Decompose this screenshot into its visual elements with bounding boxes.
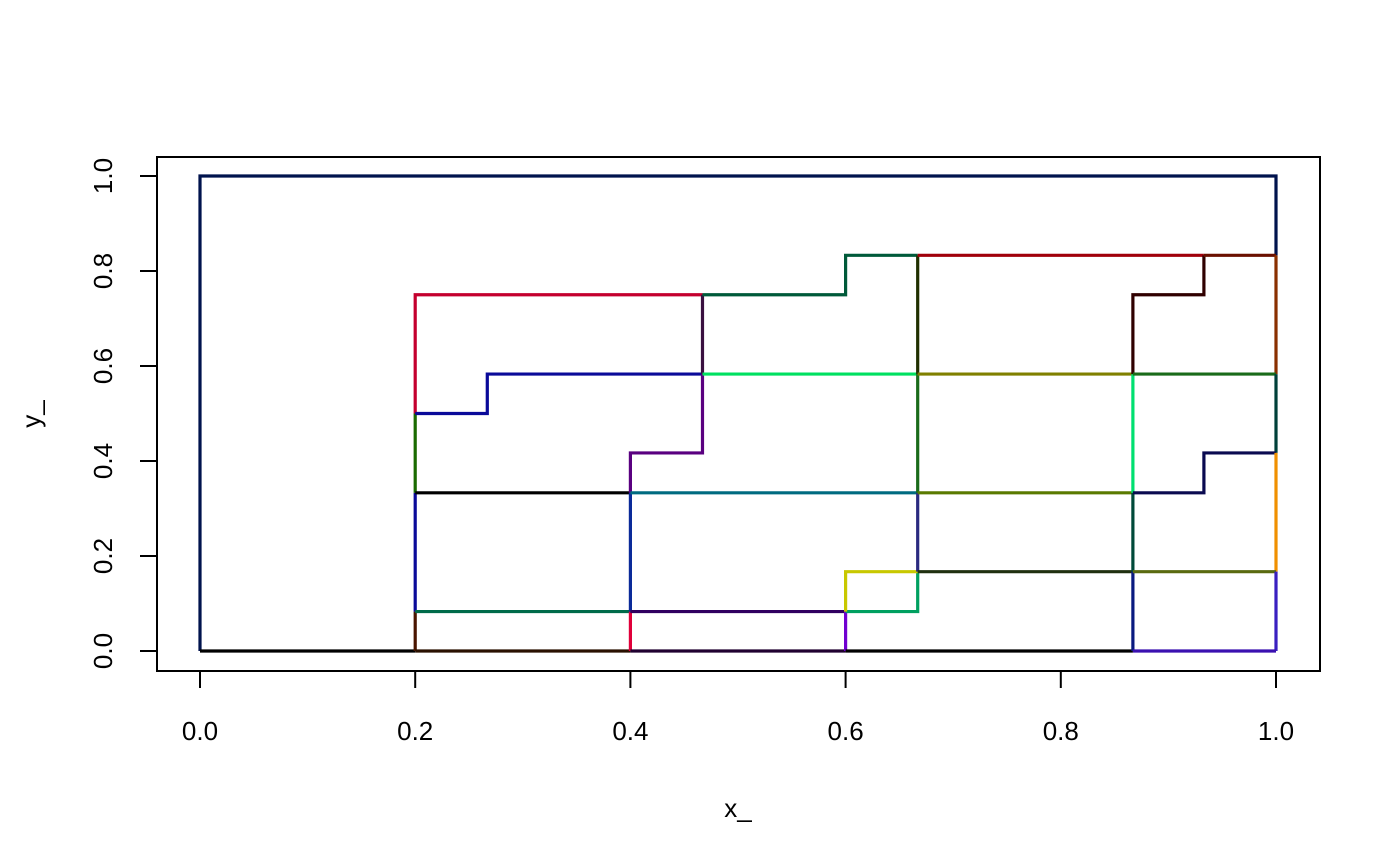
series-lines	[198, 174, 1278, 653]
y-axis-title: y_	[16, 400, 46, 428]
x-tick-label: 1.0	[1258, 716, 1294, 746]
x-tick-label: 0.4	[612, 716, 648, 746]
y-tick-label: 1.0	[88, 158, 118, 194]
y-tick-label: 0.4	[88, 443, 118, 479]
series-segment-22	[843, 570, 918, 612]
series-segment-1	[198, 174, 1278, 651]
plot-frame	[156, 156, 1321, 672]
series-segment-34	[1131, 255, 1206, 375]
series-segment-6	[413, 293, 703, 414]
x-tick-label: 0.6	[828, 716, 864, 746]
x-axis-title: x_	[724, 793, 752, 823]
x-axis: 0.0 0.2 0.4 0.6 0.8 1.0	[182, 670, 1294, 746]
y-tick-label: 0.0	[88, 633, 118, 669]
series-segment-7	[415, 372, 703, 416]
y-tick-label: 0.8	[88, 253, 118, 289]
x-tick-label: 0.8	[1043, 716, 1079, 746]
y-tick-label: 0.2	[88, 538, 118, 574]
x-tick-label: 0.0	[182, 716, 218, 746]
series-segment-21	[845, 571, 920, 614]
y-tick-label: 0.6	[88, 348, 118, 384]
y-axis: 0.0 0.2 0.4 0.6 0.8 1.0	[88, 158, 158, 669]
series-segment-39	[1132, 451, 1276, 495]
series-segment-13	[628, 374, 705, 493]
series-segment-15	[702, 253, 918, 297]
x-tick-label: 0.2	[397, 716, 433, 746]
